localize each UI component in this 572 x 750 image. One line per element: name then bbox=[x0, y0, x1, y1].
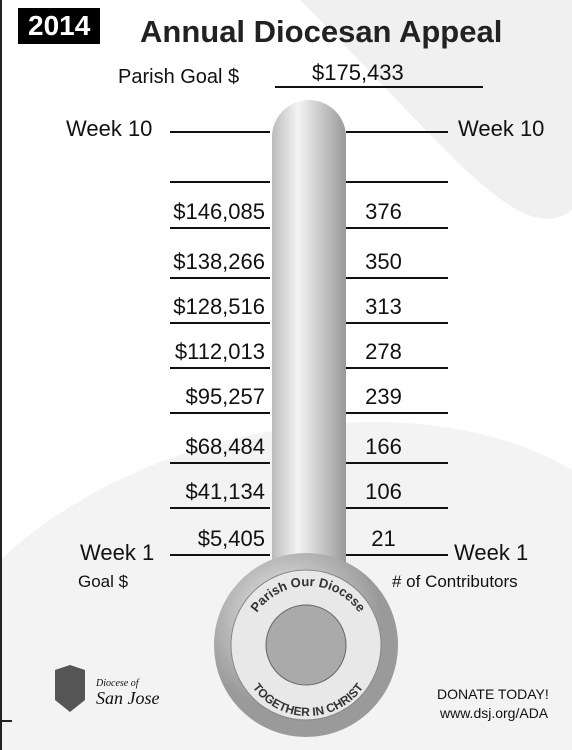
week-bottom-left: Week 1 bbox=[80, 540, 154, 566]
line bbox=[170, 181, 270, 183]
contributors-caption: # of Contributors bbox=[392, 572, 518, 592]
background-art: Parish Our Diocese TOGETHER IN CHRIST bbox=[0, 0, 572, 750]
contributors: 278 bbox=[346, 339, 421, 365]
line bbox=[346, 367, 448, 369]
url: www.dsj.org/ADA bbox=[440, 705, 548, 721]
line bbox=[170, 227, 270, 229]
amount: $128,516 bbox=[173, 294, 265, 320]
contributors: 106 bbox=[346, 479, 421, 505]
cta: DONATE TODAY! bbox=[437, 686, 549, 702]
contributors: 350 bbox=[346, 249, 421, 275]
line bbox=[346, 554, 448, 556]
contributors: 376 bbox=[346, 199, 421, 225]
line bbox=[346, 412, 448, 414]
contributors: 21 bbox=[346, 526, 421, 552]
amount: $68,484 bbox=[185, 434, 265, 460]
amount: $41,134 bbox=[185, 479, 265, 505]
poster: Parish Our Diocese TOGETHER IN CHRIST 20… bbox=[0, 0, 572, 750]
line bbox=[170, 277, 270, 279]
contributors: 313 bbox=[346, 294, 421, 320]
line bbox=[170, 367, 270, 369]
year-badge: 2014 bbox=[18, 8, 100, 44]
amount: $146,085 bbox=[173, 199, 265, 225]
line bbox=[346, 181, 448, 183]
amount: $112,013 bbox=[175, 339, 265, 365]
line bbox=[170, 412, 270, 414]
goal-label: Parish Goal $ bbox=[118, 66, 239, 89]
line bbox=[170, 131, 270, 133]
week-top-right: Week 10 bbox=[458, 116, 544, 142]
line bbox=[346, 277, 448, 279]
title: Annual Diocesan Appeal bbox=[140, 14, 502, 50]
line bbox=[346, 131, 448, 133]
line bbox=[346, 462, 448, 464]
amount: $138,266 bbox=[173, 249, 265, 275]
logo-line2: San Jose bbox=[96, 688, 159, 709]
week-top-left: Week 10 bbox=[66, 116, 152, 142]
goal-line bbox=[275, 86, 483, 88]
line bbox=[346, 507, 448, 509]
line bbox=[170, 554, 270, 556]
line bbox=[170, 462, 270, 464]
line bbox=[170, 322, 270, 324]
amount: $95,257 bbox=[185, 384, 265, 410]
contributors: 166 bbox=[346, 434, 421, 460]
line bbox=[346, 322, 448, 324]
week-bottom-right: Week 1 bbox=[454, 540, 528, 566]
line bbox=[346, 227, 448, 229]
amount: $5,405 bbox=[198, 526, 265, 552]
goal-caption: Goal $ bbox=[78, 572, 128, 592]
contributors: 239 bbox=[346, 384, 421, 410]
line bbox=[170, 507, 270, 509]
goal-value: $175,433 bbox=[312, 60, 404, 86]
